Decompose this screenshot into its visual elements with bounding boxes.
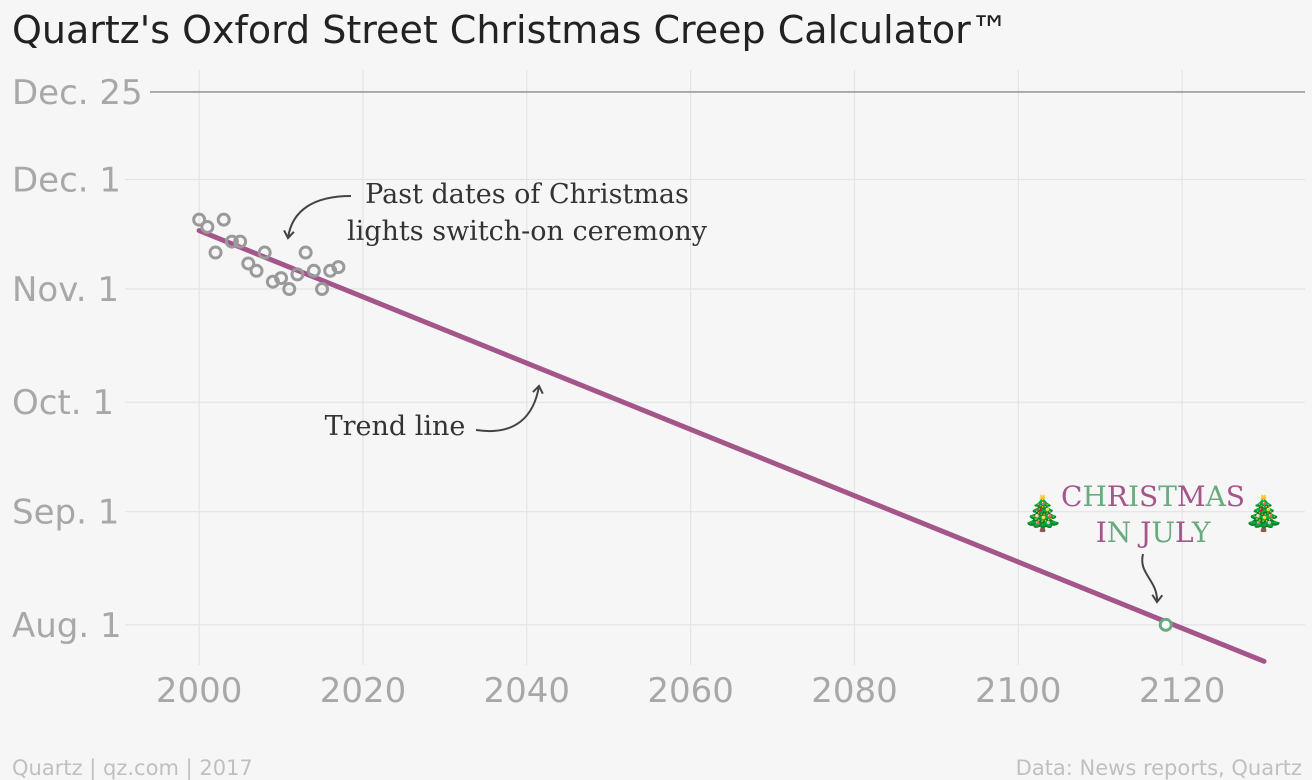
trend-line-label: Trend line bbox=[325, 411, 466, 442]
y-tick-labels: Aug. 1 Sep. 1 Oct. 1 Nov. 1 Dec. 1 Dec. 25 bbox=[12, 73, 143, 646]
data-point bbox=[249, 263, 264, 278]
data-point bbox=[315, 282, 330, 297]
data-point bbox=[208, 245, 223, 260]
y-tick-label: Sep. 1 bbox=[12, 493, 119, 533]
data-point bbox=[224, 234, 239, 249]
past-dates-annotation: Past dates of Christmas lights switch-on… bbox=[283, 179, 708, 247]
christmas-in-july-point bbox=[1158, 617, 1173, 632]
y-tick-label: Dec. 25 bbox=[12, 73, 143, 113]
footer-credit: Quartz | qz.com | 2017 bbox=[12, 756, 253, 780]
tree-icon-right: 🎄 bbox=[1243, 494, 1285, 534]
x-tick-label: 2120 bbox=[1139, 671, 1226, 711]
data-point bbox=[257, 245, 272, 260]
trend-line bbox=[196, 228, 1267, 664]
y-tick-label: Aug. 1 bbox=[12, 606, 122, 646]
past-dates-arrow bbox=[283, 195, 352, 240]
y-tick-label: Oct. 1 bbox=[12, 383, 114, 423]
data-point bbox=[200, 219, 215, 234]
data-point bbox=[216, 212, 231, 227]
christmas-in-july-line-2: IN JULY bbox=[1096, 516, 1211, 549]
data-point bbox=[298, 245, 313, 260]
data-point bbox=[290, 267, 305, 282]
data-point bbox=[274, 271, 289, 286]
data-point bbox=[233, 234, 248, 249]
data-point bbox=[306, 263, 321, 278]
trend-line-annotation: Trend line bbox=[325, 384, 544, 442]
x-tick-labels: 2000 2020 2040 2060 2080 2100 2120 bbox=[156, 671, 1226, 711]
christmas-in-july-annotation: 🎄 🎄 CHRISTMAS IN JULY bbox=[1022, 480, 1285, 604]
trend-line-arrow bbox=[475, 384, 544, 433]
christmas-in-july-line-1: CHRISTMAS bbox=[1061, 480, 1245, 513]
data-point bbox=[192, 212, 207, 227]
footer-source: Data: News reports, Quartz bbox=[1015, 756, 1302, 780]
tree-icon-left: 🎄 bbox=[1022, 494, 1064, 534]
y-tick-label: Nov. 1 bbox=[12, 270, 119, 310]
x-tick-label: 2000 bbox=[156, 671, 243, 711]
christmas-in-july-arrow bbox=[1141, 553, 1164, 604]
past-dates-label-line-2: lights switch-on ceremony bbox=[347, 216, 708, 247]
x-tick-label: 2040 bbox=[484, 671, 571, 711]
past-dates-label-line-1: Past dates of Christmas bbox=[365, 179, 689, 210]
x-tick-label: 2080 bbox=[811, 671, 898, 711]
y-tick-label: Dec. 1 bbox=[12, 161, 121, 201]
grid bbox=[125, 70, 1305, 665]
x-tick-label: 2100 bbox=[975, 671, 1062, 711]
data-point bbox=[241, 256, 256, 271]
x-tick-label: 2020 bbox=[320, 671, 407, 711]
data-point bbox=[331, 260, 346, 275]
data-points bbox=[192, 212, 1173, 632]
trend-line-group bbox=[196, 228, 1267, 664]
data-point bbox=[282, 282, 297, 297]
chart-title: Quartz's Oxford Street Christmas Creep C… bbox=[12, 8, 1009, 52]
x-tick-label: 2060 bbox=[647, 671, 734, 711]
